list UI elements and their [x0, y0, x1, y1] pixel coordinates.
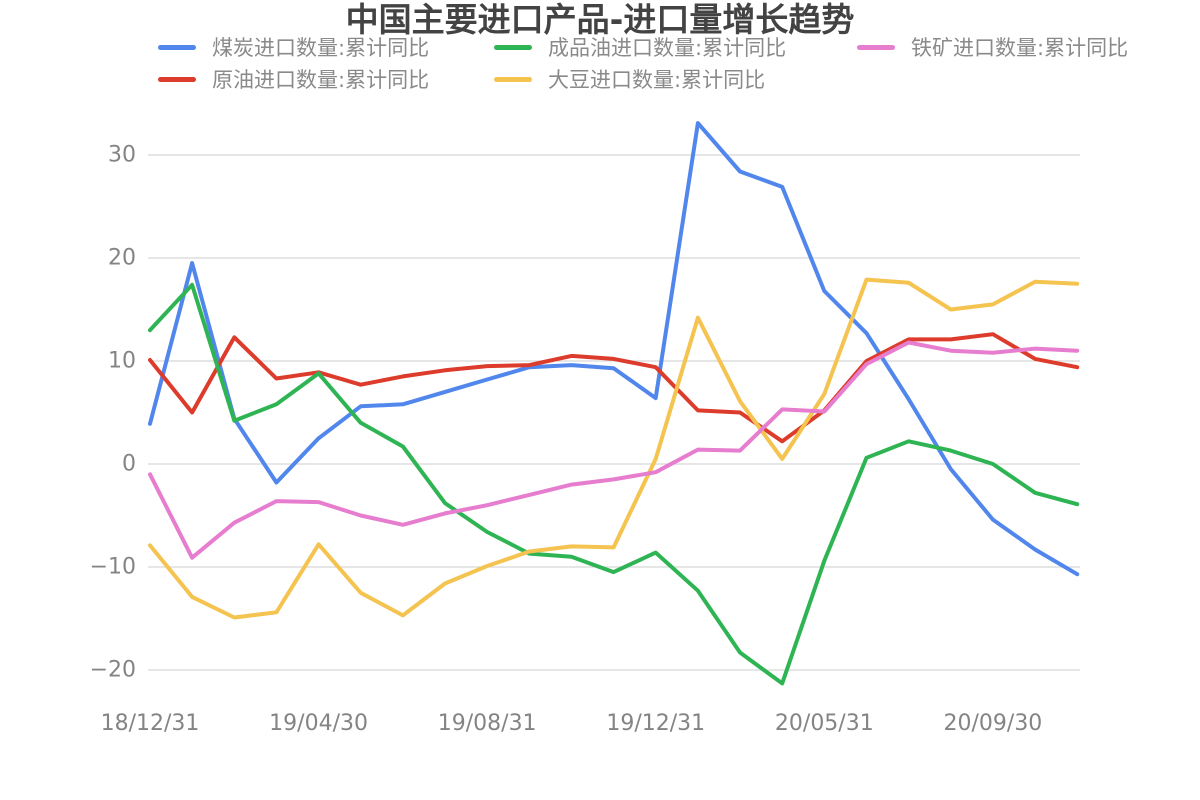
series-line-soybean: [148, 277, 1080, 620]
y-axis-tick-label: 20: [108, 246, 136, 271]
soybean-line-swatch-icon: [494, 76, 532, 82]
y-axis-tick-label: −10: [90, 555, 136, 580]
y-axis-tick-label: −20: [90, 658, 136, 683]
refined-oil-line-swatch-icon: [494, 44, 532, 50]
legend-item-soybean: 大豆进口数量:累计同比: [494, 68, 765, 92]
legend-label: 铁矿进口数量:累计同比: [911, 36, 1129, 60]
legend-label: 煤炭进口数量:累计同比: [212, 36, 430, 60]
series-line-coal: [148, 121, 1080, 577]
x-axis-tick-label: 18/12/31: [101, 711, 200, 736]
x-axis-tick-label: 19/04/30: [269, 711, 368, 736]
y-axis-tick-label: 30: [108, 143, 136, 168]
series-line-refined_oil: [148, 282, 1080, 686]
y-axis-tick-label: 0: [122, 452, 136, 477]
legend-item-refined-oil: 成品油进口数量:累计同比: [494, 36, 786, 60]
legend-item-coal: 煤炭进口数量:累计同比: [158, 36, 429, 60]
chart-title: 中国主要进口产品-进口量增长趋势: [345, 0, 855, 39]
x-axis-tick-label: 20/05/31: [775, 711, 874, 736]
legend-label: 大豆进口数量:累计同比: [548, 68, 766, 92]
x-axis-tick-label: 20/09/30: [944, 711, 1043, 736]
legend-label: 成品油进口数量:累计同比: [548, 36, 787, 60]
y-axis-tick-label: 10: [108, 349, 136, 374]
crude-oil-line-swatch-icon: [158, 76, 196, 82]
legend-item-iron-ore: 铁矿进口数量:累计同比: [857, 36, 1128, 60]
legend-label: 原油进口数量:累计同比: [212, 68, 430, 92]
x-axis-tick-label: 19/12/31: [606, 711, 705, 736]
series-line-iron_ore: [148, 340, 1080, 560]
x-axis-tick-label: 19/08/31: [438, 711, 537, 736]
series-line-crude_oil: [148, 332, 1080, 444]
coal-line-swatch-icon: [158, 44, 196, 50]
legend-item-crude-oil: 原油进口数量:累计同比: [158, 68, 429, 92]
iron-ore-line-swatch-icon: [857, 44, 895, 50]
